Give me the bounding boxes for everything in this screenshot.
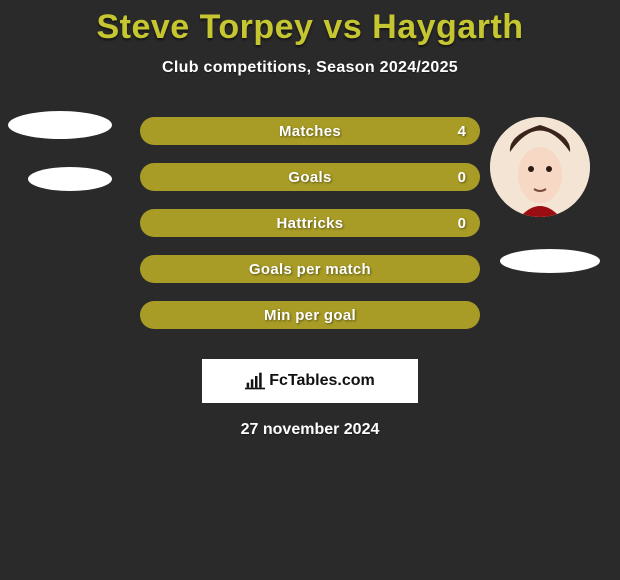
stat-label: Hattricks: [277, 215, 344, 232]
stat-label: Goals: [288, 169, 331, 186]
player-right-photo: [490, 117, 590, 217]
stat-row: Goals 0: [140, 163, 480, 191]
stat-label: Goals per match: [249, 261, 371, 278]
stat-rows: Matches 4 Goals 0 Hattricks 0 Goals per match M…: [140, 117, 480, 347]
page-subtitle: Club competitions, Season 2024/2025: [0, 59, 620, 77]
stat-label: Min per goal: [264, 307, 356, 324]
attribution-badge: FcTables.com: [202, 359, 418, 403]
stat-label: Matches: [279, 123, 341, 140]
attribution-text: FcTables.com: [269, 372, 375, 390]
stat-value-right: 0: [458, 215, 466, 232]
bar-chart-icon: [245, 372, 265, 390]
stat-row: Goals per match: [140, 255, 480, 283]
player-left-shape-1: [8, 111, 112, 139]
footer-date: 27 november 2024: [0, 421, 620, 439]
player-right-shadow: [500, 249, 600, 273]
comparison-chart: Matches 4 Goals 0 Hattricks 0 Goals per match M…: [0, 107, 620, 347]
stat-row: Min per goal: [140, 301, 480, 329]
stat-row: Hattricks 0: [140, 209, 480, 237]
page-title: Steve Torpey vs Haygarth: [0, 0, 620, 47]
stat-value-right: 4: [458, 123, 466, 140]
player-left-shape-2: [28, 167, 112, 191]
stat-value-right: 0: [458, 169, 466, 186]
stat-row: Matches 4: [140, 117, 480, 145]
face-icon: [490, 117, 590, 217]
